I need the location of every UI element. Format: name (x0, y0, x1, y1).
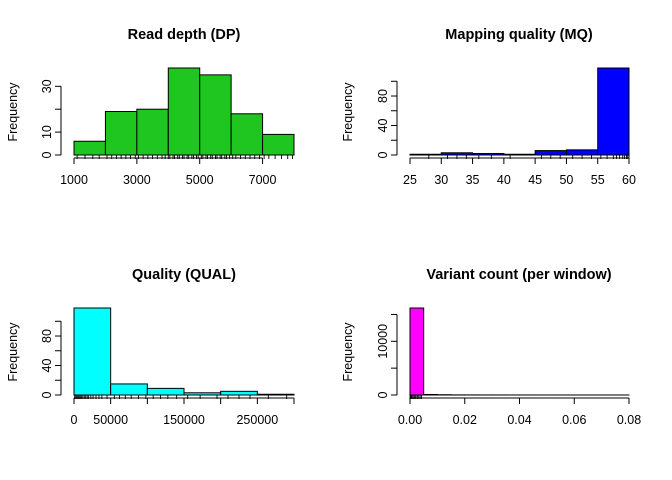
read-depth-y-tick-label: 30 (40, 79, 54, 93)
read-depth-bar (167, 67, 201, 156)
read-depth-y-tick-label: 10 (40, 125, 54, 139)
quality-bar (146, 387, 185, 396)
mapping-quality-y-tick-label: 80 (376, 89, 390, 103)
mapping-quality-x-tick-label: 50 (559, 173, 573, 187)
mapping-quality-x-tick-label: 25 (403, 173, 417, 187)
mapping-quality-x-tick-label: 55 (591, 173, 605, 187)
quality-title: Quality (QUAL) (132, 267, 236, 283)
mapping-quality-bar (440, 152, 474, 156)
quality-bar (220, 390, 258, 396)
mapping-quality-title: Mapping quality (MQ) (445, 27, 593, 43)
read-depth-ylabel: Frequency (6, 82, 20, 142)
mapping-quality-bar (534, 150, 567, 156)
read-depth-x-tick-label: 1000 (60, 173, 88, 187)
read-depth-x-tick-label: 7000 (249, 173, 277, 187)
variant-count-bar (423, 393, 438, 396)
read-depth-y-tick-label: 0 (40, 151, 54, 158)
variant-count-x-tick-label: 0.02 (453, 413, 477, 427)
quality-x-tick-label: 250000 (236, 413, 278, 427)
mapping-quality-bar (503, 153, 536, 156)
mapping-quality-histogram-panel: Mapping quality (MQ) Frequency 25 30 35 40 4… (341, 27, 636, 187)
quality-ylabel: Frequency (6, 322, 20, 382)
quality-y-tick-label: 80 (40, 329, 54, 343)
read-depth-bar (230, 113, 264, 156)
read-depth-bar (104, 111, 138, 156)
variant-count-x-tick-label: 0.06 (562, 413, 586, 427)
variant-count-y-tick-label: 10000 (376, 324, 390, 359)
read-depth-x-tick-label: 5000 (186, 173, 214, 187)
quality-bar (256, 393, 295, 396)
variant-count-x-tick-label: 0.00 (398, 413, 422, 427)
quality-x-tick-label: 0 (71, 413, 78, 427)
variant-count-x-tick-label: 0.04 (507, 413, 531, 427)
read-depth-histogram-panel: Read depth (DP) Frequency 1000 3000 5000 70… (6, 27, 295, 187)
quality-x-tick-label: 150000 (163, 413, 205, 427)
mapping-quality-bar (409, 153, 442, 156)
variant-count-bar (409, 307, 425, 396)
mapping-quality-bar (472, 153, 505, 156)
mapping-quality-x-tick-label: 45 (528, 173, 542, 187)
mapping-quality-bar (565, 149, 599, 156)
read-depth-bar (136, 108, 169, 156)
read-depth-bar (73, 140, 106, 156)
mapping-quality-x-tick-label: 30 (434, 173, 448, 187)
variant-count-x-tick-label: 0.08 (617, 413, 641, 427)
quality-bar (73, 307, 112, 396)
quality-histogram-panel: Quality (QUAL) Frequency 0 50000 150000 250… (6, 267, 295, 427)
read-depth-bar (199, 74, 232, 156)
variant-count-ylabel: Frequency (341, 322, 355, 382)
quality-bar (110, 383, 148, 396)
mapping-quality-x-tick-label: 60 (622, 173, 636, 187)
read-depth-x-tick-label: 3000 (123, 173, 151, 187)
mapping-quality-x-tick-label: 35 (466, 173, 480, 187)
read-depth-title: Read depth (DP) (128, 27, 241, 43)
variant-count-histogram-panel: Variant count (per window) Frequency 0.0… (341, 267, 641, 427)
quality-x-tick-label: 50000 (93, 413, 128, 427)
variant-count-y-tick-label: 0 (376, 391, 390, 398)
mapping-quality-y-tick-label: 0 (376, 151, 390, 158)
quality-y-tick-label: 40 (40, 359, 54, 373)
mapping-quality-x-tick-label: 40 (497, 173, 511, 187)
mapping-quality-ylabel: Frequency (341, 82, 355, 142)
variant-count-title: Variant count (per window) (426, 267, 611, 283)
mapping-quality-y-tick-label: 40 (376, 119, 390, 133)
mapping-quality-bar (597, 67, 630, 156)
quality-y-tick-label: 0 (40, 391, 54, 398)
quality-bar (183, 392, 222, 396)
read-depth-bar (262, 133, 295, 156)
